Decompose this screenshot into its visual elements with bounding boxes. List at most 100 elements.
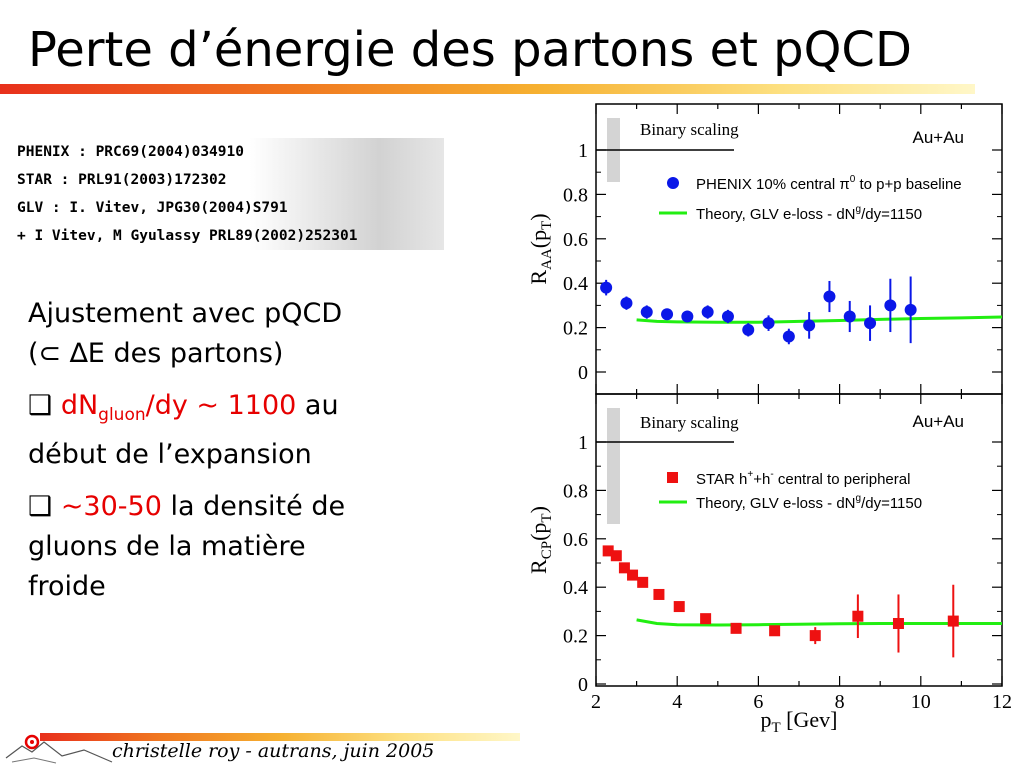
bullet-gluon-line2: début de l’expansion bbox=[28, 439, 312, 470]
theory-curve bbox=[636, 315, 1003, 324]
legend-theory-sup: g bbox=[856, 493, 862, 504]
data-point-star bbox=[769, 625, 781, 637]
data-point-star bbox=[602, 545, 614, 557]
data-point-star bbox=[618, 562, 630, 574]
legend-data-sup2: - bbox=[770, 469, 773, 480]
reference-phenix: PHENIX : PRC69(2004)034910 bbox=[17, 144, 244, 160]
x-label-sub: T bbox=[772, 720, 781, 736]
y-label-close: ) bbox=[526, 506, 551, 513]
y-label-sub: CP bbox=[539, 541, 555, 559]
data-point-star bbox=[700, 613, 712, 625]
footer-bar bbox=[40, 733, 520, 741]
footer-text: christelle roy - autrans, juin 2005 bbox=[112, 740, 435, 762]
theory-curve bbox=[636, 618, 1002, 627]
reference-star: STAR : PRL91(2003)172302 bbox=[17, 172, 227, 188]
y-tick-label: 0.8 bbox=[563, 184, 588, 206]
data-point-phenix bbox=[721, 310, 734, 323]
legend-data-sup1: + bbox=[747, 469, 753, 480]
bullet-gluon-rest: au bbox=[296, 390, 339, 421]
data-point-phenix bbox=[782, 330, 795, 343]
y-label-paren: (p bbox=[526, 523, 551, 541]
legend-theory-end: /dy=1150 bbox=[861, 206, 922, 223]
x-tick-label: 10 bbox=[911, 691, 931, 713]
data-point-phenix bbox=[742, 323, 755, 336]
y-tick-label: 1 bbox=[578, 432, 588, 454]
y-tick-label: 1 bbox=[578, 140, 588, 162]
data-point-phenix bbox=[823, 290, 836, 303]
legend-data-mid: +h bbox=[753, 471, 770, 488]
legend-marker-phenix bbox=[667, 177, 679, 189]
legend-theory-label: Theory, GLV e-loss - dNg/dy=1150 bbox=[696, 493, 922, 512]
data-point-star bbox=[637, 576, 649, 588]
data-point-phenix bbox=[661, 308, 674, 321]
dn-gluon-dy-value: dNgluon/dy ~ 1100 bbox=[60, 390, 297, 425]
y-tick-label: 0.6 bbox=[563, 529, 588, 551]
plot-frame bbox=[595, 393, 1003, 687]
legend-marker-star bbox=[667, 472, 678, 483]
data-point-phenix bbox=[600, 281, 613, 294]
data-point-star bbox=[852, 610, 864, 622]
bullet-fit-line2: (⊂ ∆E des partons) bbox=[28, 338, 284, 369]
y-label-sub: AA bbox=[539, 248, 555, 270]
logo-icon bbox=[4, 728, 114, 770]
data-point-phenix bbox=[681, 310, 694, 323]
y-tick-label: 0.4 bbox=[563, 273, 588, 295]
bullet-fit-line1: Ajustement avec pQCD bbox=[28, 298, 343, 329]
legend-data-text: STAR h bbox=[696, 471, 747, 488]
legend-data-label: STAR h++h- central to peripheral bbox=[696, 469, 910, 488]
legend-data-label: PHENIX 10% central π0 to p+p baseline bbox=[696, 174, 962, 193]
y-tick-label: 0.2 bbox=[563, 318, 588, 340]
data-point-star bbox=[947, 615, 959, 627]
binary-scaling-label: Binary scaling bbox=[640, 120, 739, 139]
checkbox-icon: ❑ bbox=[28, 390, 53, 421]
bullet-cold-rest: la densité de bbox=[161, 491, 346, 522]
data-point-phenix bbox=[803, 319, 816, 332]
x-tick-label: 4 bbox=[672, 691, 682, 713]
data-point-phenix bbox=[620, 297, 633, 310]
legend-data-end: central to peripheral bbox=[774, 471, 911, 488]
data-point-phenix bbox=[640, 306, 653, 319]
legend-theory-sup: g bbox=[856, 204, 862, 215]
y-label-close: ) bbox=[526, 213, 551, 220]
slide-title: Perte d’énergie des partons et pQCD bbox=[28, 22, 912, 78]
data-point-phenix bbox=[701, 306, 714, 319]
reference-vitev-gyulassy: + I Vitev, M Gyulassy PRL89(2002)252301 bbox=[17, 228, 358, 244]
bullet-cold-line2: gluons de la matière bbox=[28, 531, 306, 562]
dy-value-text: /dy ~ 1100 bbox=[145, 390, 297, 421]
data-point-phenix bbox=[843, 310, 856, 323]
y-tick-label: 0.8 bbox=[563, 480, 588, 502]
data-point-phenix bbox=[864, 317, 877, 330]
y-label-main: R bbox=[526, 270, 551, 285]
y-tick-label: 0.2 bbox=[563, 626, 588, 648]
y-axis-label: RAA(pT) bbox=[526, 213, 555, 284]
legend-data-end: to p+p baseline bbox=[855, 176, 961, 193]
data-point-phenix bbox=[884, 299, 897, 312]
legend-theory-end: /dy=1150 bbox=[861, 495, 922, 512]
y-tick-label: 0 bbox=[578, 362, 588, 384]
x-tick-label: 8 bbox=[835, 691, 845, 713]
y-tick-label: 0.4 bbox=[563, 577, 588, 599]
x-tick-label: 2 bbox=[591, 691, 601, 713]
data-point-phenix bbox=[904, 303, 917, 316]
system-label: Au+Au bbox=[912, 128, 964, 147]
bullet-cold-matter: ❑ ~30-50 la densité de gluons de la mati… bbox=[28, 487, 428, 607]
y-label-paren: (p bbox=[526, 230, 551, 248]
binary-scaling-band bbox=[607, 408, 620, 524]
x-tick-label: 6 bbox=[753, 691, 763, 713]
data-point-phenix bbox=[762, 317, 775, 330]
binary-scaling-label: Binary scaling bbox=[640, 413, 739, 432]
data-point-star bbox=[892, 618, 904, 629]
bullet-fit-pqcd: Ajustement avec pQCD (⊂ ∆E des partons) bbox=[28, 294, 428, 374]
y-label-paren-sub: T bbox=[539, 221, 555, 230]
dn-text: dN bbox=[60, 390, 99, 421]
data-point-star bbox=[809, 630, 821, 642]
plot-frame bbox=[595, 103, 1003, 395]
x-axis-label: pT [Gev] bbox=[761, 707, 838, 736]
legend-theory-text: Theory, GLV e-loss - dN bbox=[696, 206, 856, 223]
y-tick-label: 0 bbox=[578, 674, 588, 696]
y-axis-label: RCP(pT) bbox=[526, 506, 555, 574]
bullet-gluon-density: ❑ dNgluon/dy ~ 1100 au début de l’expans… bbox=[28, 386, 428, 475]
system-label: Au+Au bbox=[912, 412, 964, 431]
references-box: PHENIX : PRC69(2004)034910 STAR : PRL91(… bbox=[12, 138, 444, 250]
